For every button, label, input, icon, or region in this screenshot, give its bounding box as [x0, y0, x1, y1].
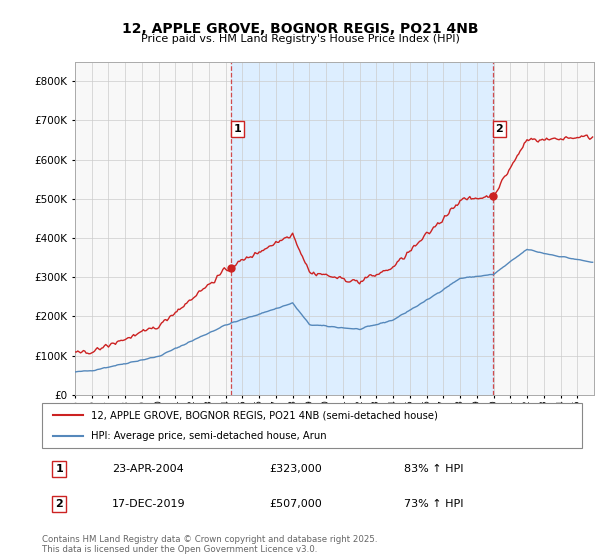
Text: 2: 2: [496, 124, 503, 134]
Text: 73% ↑ HPI: 73% ↑ HPI: [404, 499, 463, 509]
Text: 1: 1: [56, 464, 63, 474]
Text: 2: 2: [56, 499, 63, 509]
Text: 83% ↑ HPI: 83% ↑ HPI: [404, 464, 463, 474]
Text: 17-DEC-2019: 17-DEC-2019: [112, 499, 186, 509]
Text: £323,000: £323,000: [269, 464, 322, 474]
Text: 12, APPLE GROVE, BOGNOR REGIS, PO21 4NB (semi-detached house): 12, APPLE GROVE, BOGNOR REGIS, PO21 4NB …: [91, 410, 437, 421]
Text: 12, APPLE GROVE, BOGNOR REGIS, PO21 4NB: 12, APPLE GROVE, BOGNOR REGIS, PO21 4NB: [122, 22, 478, 36]
Text: £507,000: £507,000: [269, 499, 322, 509]
Text: 1: 1: [234, 124, 241, 134]
Text: Contains HM Land Registry data © Crown copyright and database right 2025.
This d: Contains HM Land Registry data © Crown c…: [42, 535, 377, 554]
Text: 23-APR-2004: 23-APR-2004: [112, 464, 184, 474]
Text: Price paid vs. HM Land Registry's House Price Index (HPI): Price paid vs. HM Land Registry's House …: [140, 34, 460, 44]
FancyBboxPatch shape: [42, 403, 582, 448]
Bar: [231, 62, 493, 395]
Text: HPI: Average price, semi-detached house, Arun: HPI: Average price, semi-detached house,…: [91, 431, 326, 441]
